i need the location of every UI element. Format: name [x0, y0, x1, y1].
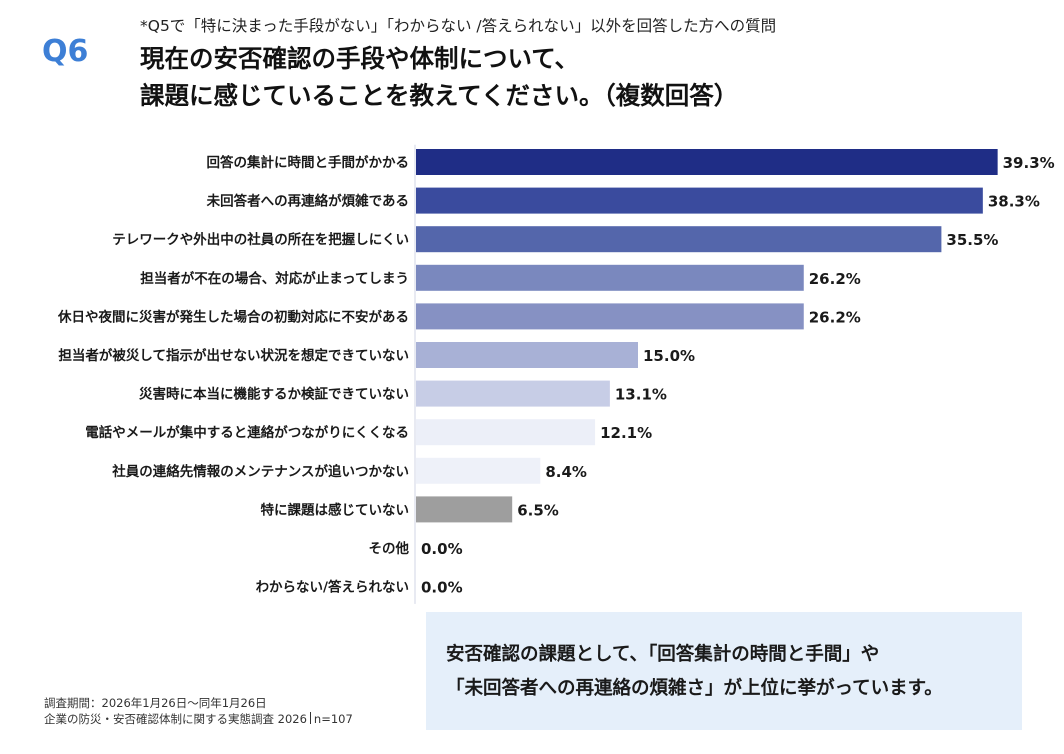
category-label: 電話やメールが集中すると連絡がつながりにくくなる [85, 424, 409, 441]
category-label: その他 [369, 540, 410, 557]
survey-name: 企業の防災・安否確認体制に関する実態調査 2026 [44, 712, 307, 726]
question-title: 現在の安否確認の手段や体制について、 課題に感じていることを教えてください。（複… [140, 40, 738, 114]
category-label: 特に課題は感じていない [261, 501, 410, 518]
bar [416, 342, 638, 368]
bar [416, 457, 541, 484]
separator [309, 712, 311, 724]
survey-period: 調査期間：2026年1月26日～同年1月26日 [44, 696, 267, 710]
survey-info: 企業の防災・安否確認体制に関する実態調査 2026 n=107 [44, 711, 353, 727]
category-label: 未回答者への再連絡が煩雑である [207, 193, 409, 210]
question-title-line-1: 現在の安否確認の手段や体制について、 [140, 44, 580, 73]
value-label: 38.3% [988, 193, 1040, 211]
bar [416, 264, 804, 291]
value-label: 0.0% [421, 579, 463, 597]
bar [416, 419, 596, 446]
bar [416, 496, 513, 523]
sample-size: n=107 [313, 712, 353, 726]
value-label: 12.1% [600, 424, 652, 442]
value-label: 13.1% [615, 386, 667, 404]
category-label: 休日や夜間に災害が発生した場合の初動対応に不安がある [57, 308, 409, 325]
category-label: 担当者が被災して指示が出せない状況を想定できていない [58, 347, 409, 364]
category-label: わからない/答えられない [256, 579, 409, 596]
bar [416, 149, 998, 175]
bar [416, 226, 942, 253]
bar-chart: 回答の集計に時間と手間がかかる 39.3% 未回答者への再連絡が煩雑である 38.3%… [57, 144, 1055, 604]
value-label: 35.5% [946, 231, 998, 249]
question-number: Q6 [42, 34, 89, 69]
bar [416, 187, 983, 214]
value-label: 6.5% [517, 501, 559, 519]
value-label: 39.3% [1003, 154, 1055, 172]
bar [416, 380, 610, 407]
survey-footer: 調査期間：2026年1月26日～同年1月26日 企業の防災・安否確認体制に関する… [44, 695, 353, 727]
category-label: 社員の連絡先情報のメンテナンスが追いつかない [111, 463, 409, 480]
category-label: テレワークや外出中の社員の所在を把握しにくい [112, 231, 409, 248]
question-note: *Q5で「特に決まった手段がない」「わからない /答えられない」以外を回答した方… [140, 17, 777, 35]
value-label: 0.0% [421, 540, 463, 558]
value-label: 8.4% [545, 463, 587, 481]
value-label: 26.2% [809, 270, 861, 288]
summary-line-1: 安否確認の課題として、「回答集計の時間と手間」や [446, 644, 880, 665]
question-title-line-2: 課題に感じていることを教えてください。（複数回答） [140, 81, 739, 110]
category-label: 回答の集計に時間と手間がかかる [207, 154, 410, 171]
summary-line-2: 「未回答者への再連絡の煩雑さ」が上位に挙がっています。 [446, 678, 943, 699]
category-label: 災害時に本当に機能するか検証できていない [138, 386, 409, 403]
category-label: 担当者が不在の場合、対応が止まってしまう [140, 270, 409, 287]
value-label: 26.2% [809, 308, 861, 326]
bar [416, 303, 804, 330]
value-label: 15.0% [643, 347, 695, 365]
summary-box: 安否確認の課題として、「回答集計の時間と手間」や 「未回答者への再連絡の煩雑さ」… [426, 612, 1022, 730]
